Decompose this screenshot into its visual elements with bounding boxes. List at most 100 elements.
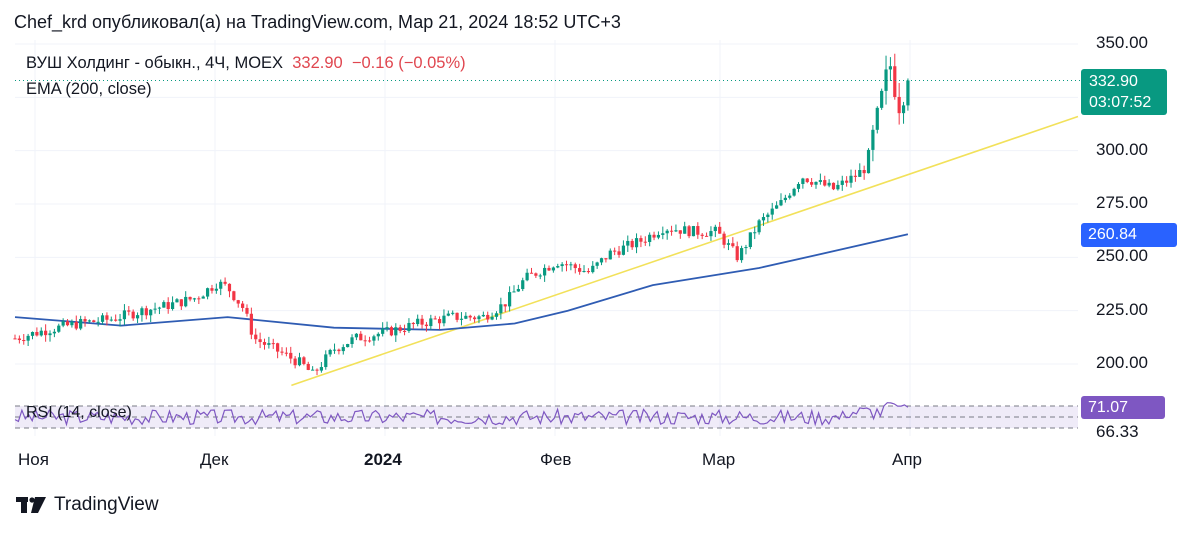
candle-body: [48, 333, 52, 336]
candle: [30, 331, 35, 340]
candle-body: [175, 299, 179, 303]
candle: [52, 328, 56, 338]
candle-body: [726, 243, 731, 245]
candle-body: [57, 325, 61, 332]
candle: [486, 311, 490, 323]
candle-body: [652, 234, 656, 238]
candle: [83, 316, 87, 327]
candle: [153, 302, 157, 314]
candle: [866, 148, 871, 174]
candle: [569, 261, 573, 271]
candle: [219, 279, 223, 296]
candle-body: [753, 232, 757, 234]
candle-body: [105, 315, 109, 320]
candle: [503, 304, 507, 313]
candle: [880, 88, 884, 110]
candle: [17, 335, 21, 344]
candle: [595, 261, 599, 269]
candle-body: [389, 327, 394, 336]
candle-body: [796, 183, 801, 189]
candle: [626, 235, 630, 252]
candle: [179, 299, 183, 310]
candle: [328, 348, 332, 357]
candle-body: [700, 234, 704, 236]
candle: [630, 238, 634, 250]
candle: [197, 296, 201, 305]
candle-body: [407, 322, 411, 332]
candle: [538, 273, 542, 280]
candle: [442, 309, 446, 327]
candle-body: [906, 80, 910, 106]
candle-body: [486, 314, 490, 320]
candle: [529, 267, 534, 274]
candle-body: [346, 344, 350, 348]
candle-body: [363, 340, 367, 342]
candle: [512, 285, 516, 293]
tradingview-brand[interactable]: TradingView: [16, 494, 159, 516]
candle-body: [783, 197, 787, 201]
candle-body: [52, 331, 56, 334]
candle-body: [836, 184, 840, 190]
candle-body: [96, 321, 100, 323]
candle-body: [823, 180, 827, 186]
last-price-tag: 332.90 03:07:52: [1081, 69, 1167, 115]
candle: [687, 225, 691, 239]
candle: [311, 366, 315, 371]
candle-body: [236, 300, 240, 304]
candle-body: [135, 315, 140, 319]
candle-body: [271, 343, 275, 345]
candle: [888, 57, 893, 82]
candle: [508, 286, 512, 312]
candle: [162, 300, 166, 308]
candle-body: [144, 308, 148, 316]
candle-body: [442, 315, 446, 324]
rsi-legend[interactable]: RSI (14, close): [26, 404, 132, 421]
candle: [61, 318, 65, 328]
candle: [437, 316, 442, 330]
price-axis-label: 225.00: [1096, 299, 1148, 319]
candle: [149, 309, 153, 323]
candle: [648, 232, 652, 247]
candle: [131, 309, 135, 321]
ema-legend[interactable]: EMA (200, close): [26, 80, 152, 98]
candle-body: [184, 296, 188, 307]
candle: [599, 257, 604, 266]
candle-body: [516, 289, 520, 292]
time-axis-label: Фев: [540, 450, 572, 469]
candle-body: [661, 233, 665, 235]
candle-body: [74, 321, 78, 329]
candle-body: [385, 327, 389, 329]
candle: [761, 213, 766, 226]
candle: [827, 179, 831, 188]
candle-body: [245, 307, 249, 314]
candle-body: [551, 267, 555, 271]
candle: [836, 180, 840, 191]
candle: [332, 343, 337, 354]
candle-body: [814, 181, 818, 185]
candle: [849, 169, 853, 188]
candle-body: [332, 349, 337, 351]
candle: [302, 356, 306, 366]
candle: [420, 314, 424, 329]
candle: [858, 163, 862, 177]
time-axis-label: Мар: [702, 450, 736, 469]
candle-body: [157, 307, 162, 309]
candle: [109, 316, 113, 322]
candle-body: [893, 66, 897, 97]
candle-body: [280, 351, 284, 353]
candle-body: [433, 318, 437, 320]
candle: [114, 314, 118, 322]
candle: [105, 312, 109, 326]
candle-body: [744, 247, 748, 249]
candle-body: [739, 248, 744, 261]
candle-body: [687, 226, 691, 237]
candle: [560, 262, 564, 272]
candle: [739, 245, 744, 263]
candle: [818, 173, 822, 185]
candle-body: [569, 264, 573, 266]
candle-body: [192, 298, 197, 300]
candle-body: [328, 349, 332, 355]
candle-body: [459, 318, 464, 320]
candle-body: [114, 319, 118, 321]
